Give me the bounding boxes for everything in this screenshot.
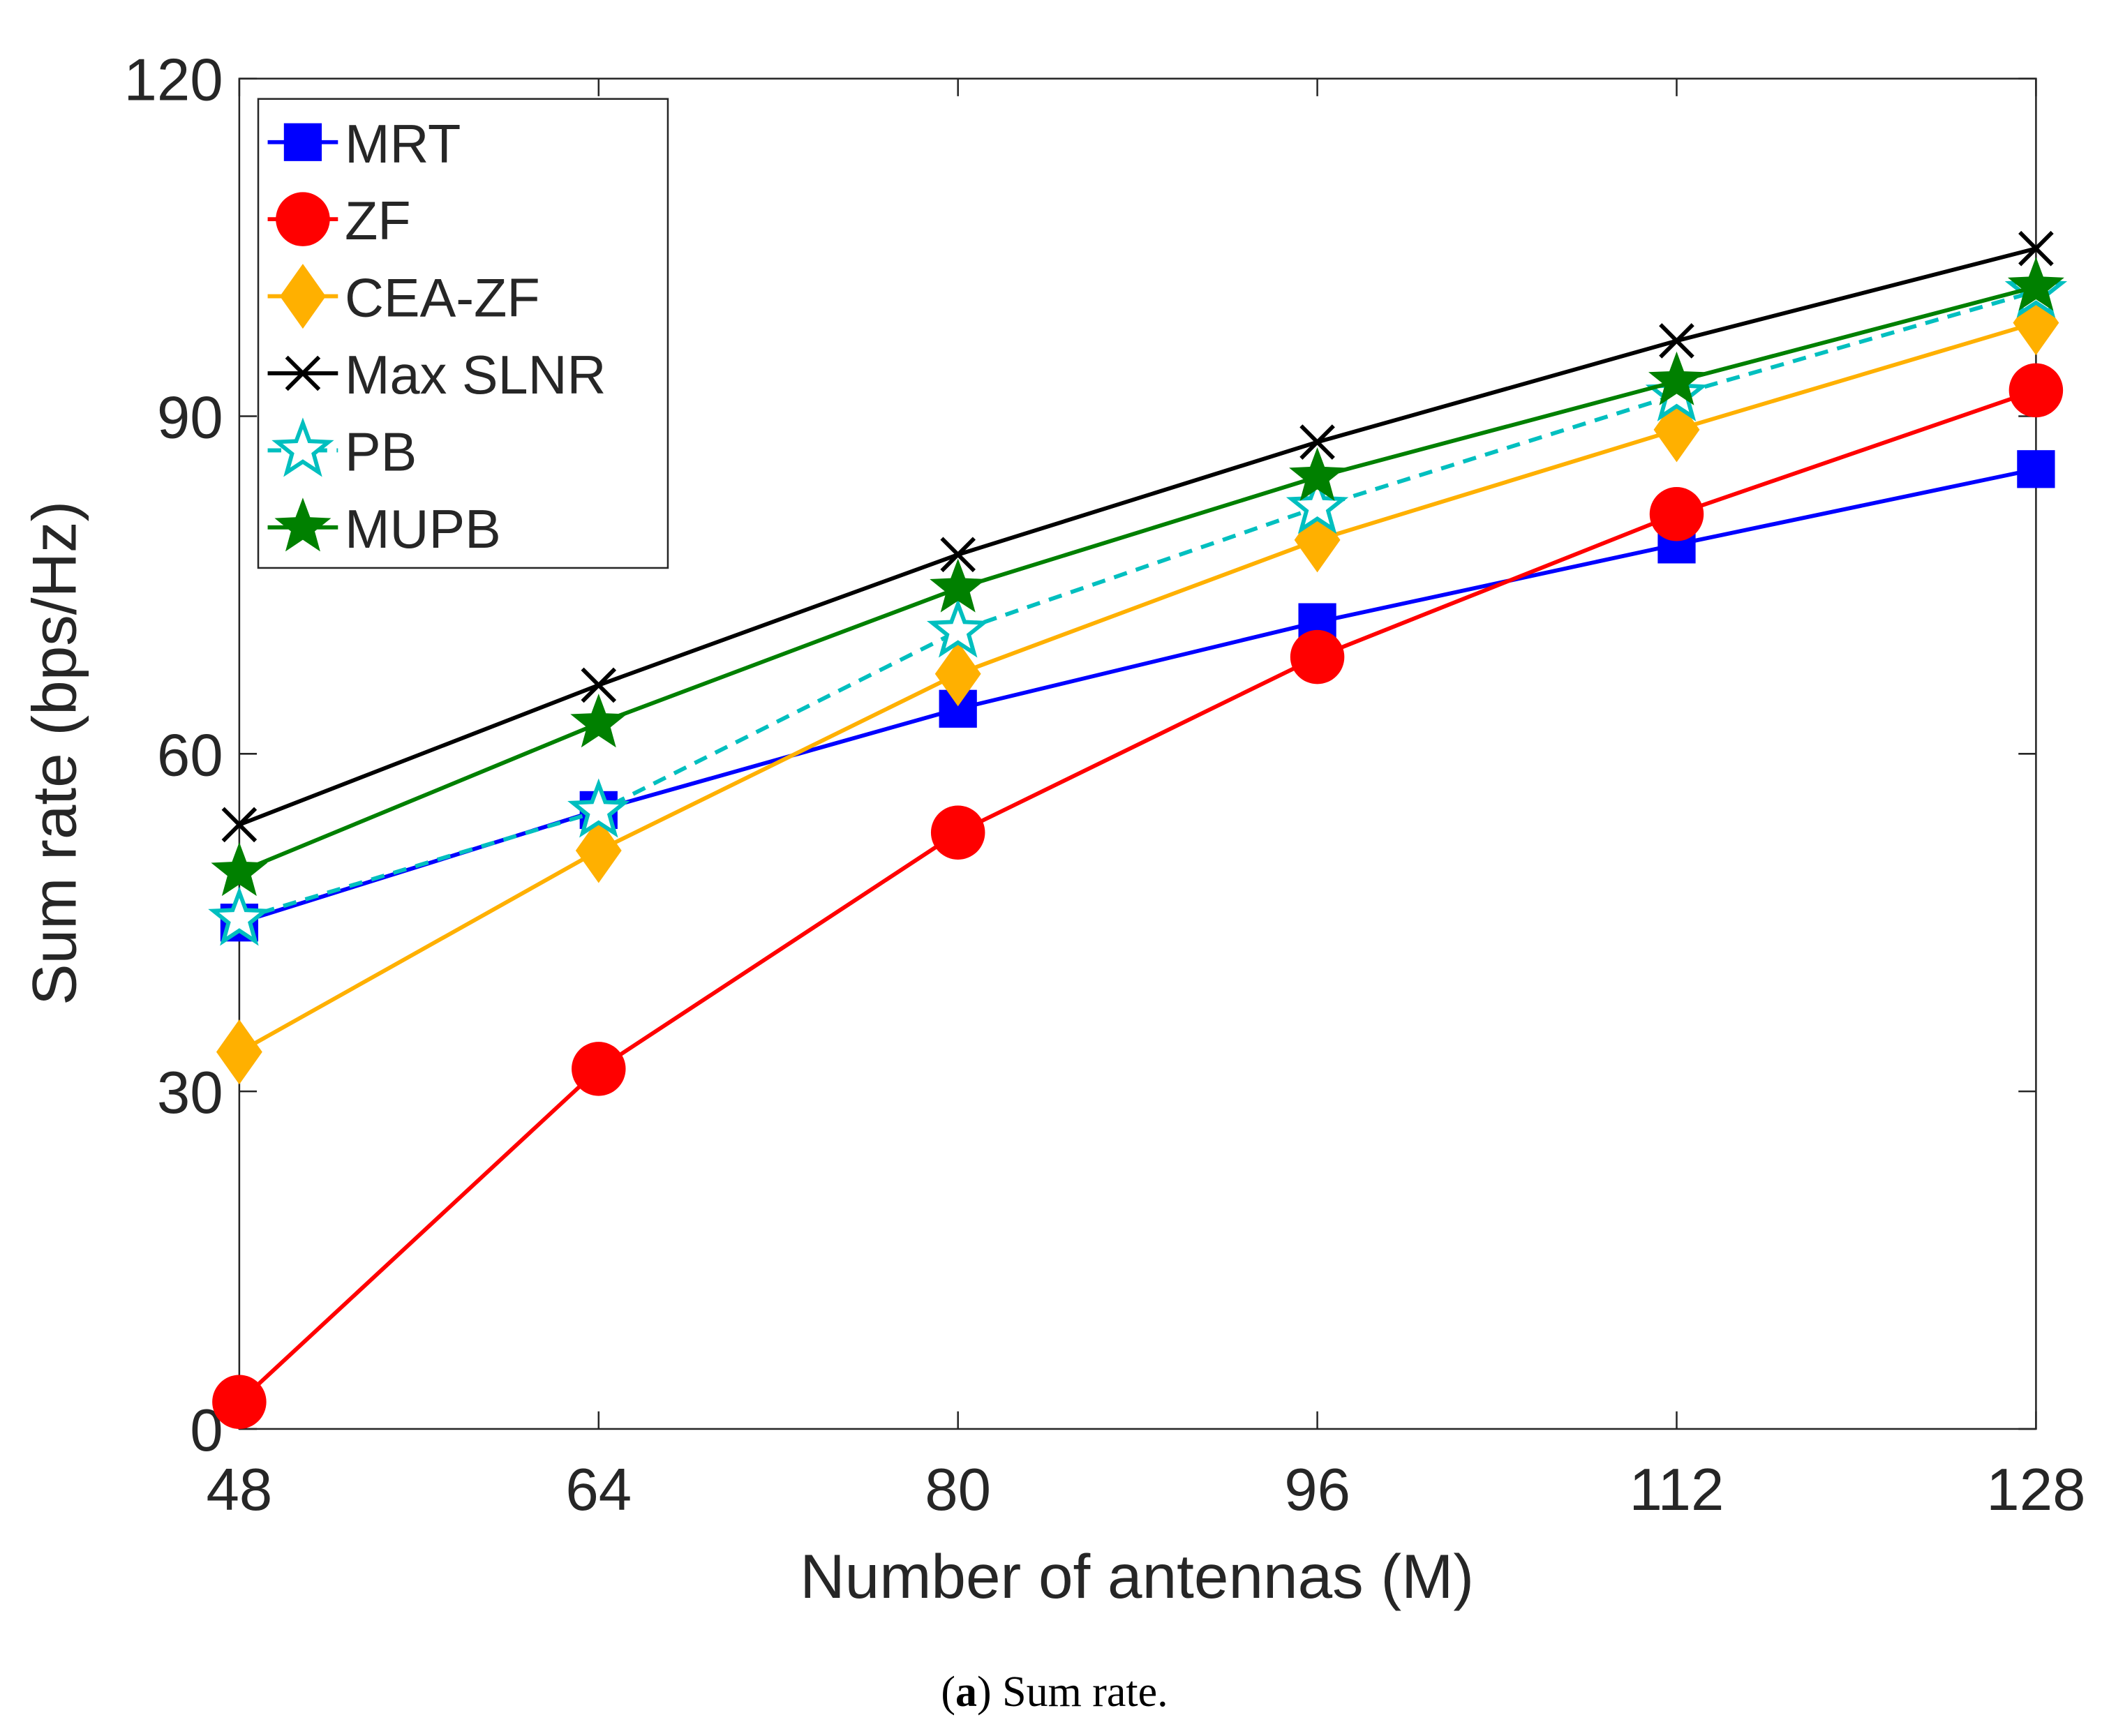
legend-item: PB xyxy=(267,417,417,482)
legend: MRT ZF CEA-ZF Max SLNR PB MUPB xyxy=(257,98,669,569)
data-point xyxy=(1289,447,1346,502)
data-point xyxy=(1285,474,1349,534)
x-axis-label: Number of antennas (M) xyxy=(800,1541,1474,1611)
series-max-slnr xyxy=(221,230,2054,843)
series-line xyxy=(237,388,2037,1404)
legend-label: PB xyxy=(345,422,417,482)
data-point xyxy=(216,1019,262,1085)
data-point xyxy=(934,641,981,707)
x-tick-label: 128 xyxy=(1986,1457,2085,1523)
data-point xyxy=(1659,323,1694,359)
legend-label: Max SLNR xyxy=(345,345,606,405)
y-axis-label: Sum rate (bps/Hz) xyxy=(19,501,89,1005)
legend-marker xyxy=(285,355,321,391)
caption-text: Sum rate. xyxy=(992,1668,1168,1716)
legend-label: MUPB xyxy=(345,500,501,560)
series-line xyxy=(238,320,2037,1054)
x-tick-label: 112 xyxy=(1630,1457,1724,1523)
caption-label: a xyxy=(955,1668,977,1716)
data-point xyxy=(567,778,630,838)
series-zf xyxy=(212,363,2064,1429)
series-line xyxy=(238,246,2037,827)
legend-label: CEA-ZF xyxy=(345,269,540,329)
legend-marker xyxy=(271,417,334,477)
legend-item: MUPB xyxy=(267,497,501,560)
data-point xyxy=(1649,487,1704,541)
data-point xyxy=(930,558,987,613)
legend-marker xyxy=(283,123,322,161)
series-mupb xyxy=(211,257,2064,897)
legend-box xyxy=(257,98,669,569)
legend-item: MRT xyxy=(267,114,461,174)
legend-item: ZF xyxy=(267,191,411,251)
data-point xyxy=(1299,424,1335,460)
x-tick-label: 96 xyxy=(1284,1457,1350,1523)
data-point xyxy=(211,841,268,897)
data-point xyxy=(208,886,271,946)
legend-item: CEA-ZF xyxy=(267,264,540,329)
data-point xyxy=(212,1375,267,1429)
data-point xyxy=(2018,230,2054,267)
data-point xyxy=(581,667,617,703)
data-point xyxy=(1290,629,1345,684)
data-point xyxy=(2007,257,2064,311)
legend-marker xyxy=(276,192,330,246)
series-line xyxy=(239,289,2037,922)
legend-label: ZF xyxy=(345,191,411,251)
legend-label: MRT xyxy=(345,114,461,174)
y-tick-label: 120 xyxy=(124,47,223,114)
legend-marker xyxy=(274,497,331,552)
data-point xyxy=(2009,363,2064,418)
y-tick-label: 60 xyxy=(157,722,223,788)
series-line xyxy=(239,467,2036,925)
y-tick-label: 90 xyxy=(157,384,223,451)
data-point xyxy=(572,1042,626,1096)
legend-marker xyxy=(279,264,326,329)
data-point xyxy=(927,598,990,658)
data-point xyxy=(570,694,627,748)
x-tick-label: 48 xyxy=(206,1457,272,1523)
data-point xyxy=(930,805,985,860)
data-point xyxy=(221,807,258,843)
data-point xyxy=(2017,450,2055,488)
caption: (a) Sum rate. xyxy=(941,1668,1168,1716)
y-tick-label: 30 xyxy=(157,1060,223,1126)
series-line xyxy=(238,285,2037,874)
data-point xyxy=(1648,351,1705,405)
series-cea-zf xyxy=(216,290,2059,1085)
x-tick-label: 64 xyxy=(565,1457,632,1523)
x-tick-label: 80 xyxy=(925,1457,991,1523)
legend-item: Max SLNR xyxy=(267,345,606,405)
data-point xyxy=(940,537,976,573)
